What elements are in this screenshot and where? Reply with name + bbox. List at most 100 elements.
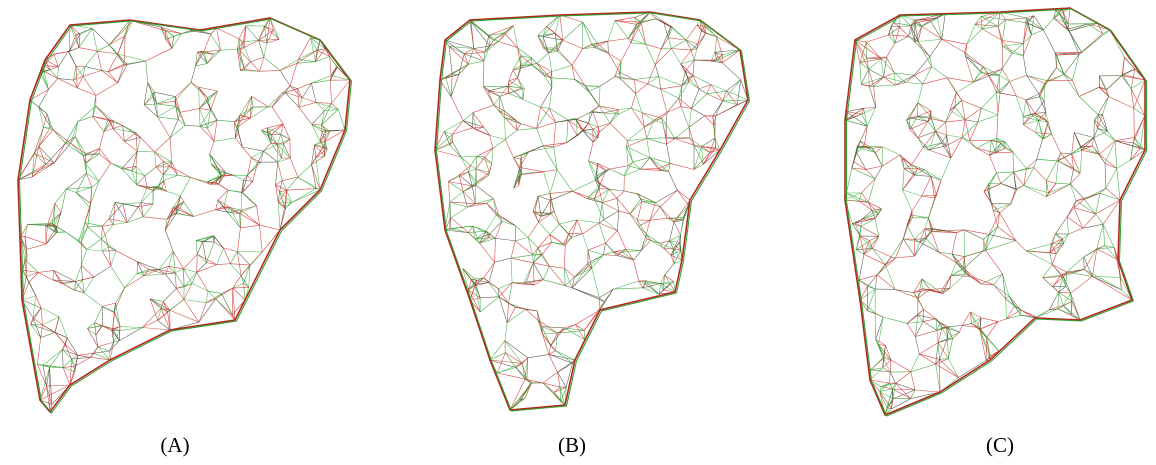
mesh-edge bbox=[855, 40, 881, 59]
mesh-edge bbox=[608, 41, 609, 53]
mesh-edge bbox=[191, 82, 208, 98]
mesh-edge bbox=[931, 119, 935, 132]
mesh-edge bbox=[559, 224, 568, 234]
mesh-edge bbox=[986, 338, 987, 361]
mesh-edge bbox=[571, 220, 577, 238]
mesh-edge bbox=[143, 217, 167, 220]
mesh-edge bbox=[860, 63, 861, 85]
mesh-edge bbox=[63, 350, 78, 356]
mesh-edge bbox=[887, 57, 895, 73]
mesh-edge bbox=[81, 250, 86, 266]
mesh-edge bbox=[661, 86, 682, 89]
wireframe-mesh bbox=[845, 8, 1147, 416]
mesh-edge bbox=[111, 163, 132, 171]
mesh-edge bbox=[511, 258, 533, 263]
mesh-edge bbox=[272, 93, 285, 107]
mesh-edge bbox=[1001, 184, 1017, 190]
mesh-edge bbox=[895, 75, 914, 85]
mesh-edge bbox=[691, 94, 707, 109]
mesh-edge bbox=[549, 88, 552, 109]
mesh-edge bbox=[265, 26, 267, 43]
mesh-edge bbox=[910, 103, 918, 118]
mesh-edge bbox=[39, 127, 51, 146]
mesh-edge bbox=[1117, 168, 1120, 200]
mesh-edge bbox=[583, 223, 600, 234]
mesh-edge bbox=[668, 38, 671, 49]
mesh-edge bbox=[911, 354, 919, 372]
mesh-edge bbox=[628, 127, 645, 141]
mesh-edge bbox=[244, 180, 253, 181]
mesh-edge bbox=[299, 107, 312, 124]
mesh-edge bbox=[476, 156, 477, 169]
mesh-edge bbox=[543, 372, 558, 383]
mesh-edge bbox=[1092, 276, 1120, 277]
mesh-edge bbox=[246, 26, 259, 41]
mesh-edge bbox=[264, 57, 280, 70]
mesh-edge bbox=[505, 353, 516, 368]
mesh-edge bbox=[915, 315, 917, 336]
mesh-edge bbox=[929, 146, 946, 150]
mesh-edge bbox=[283, 124, 290, 139]
mesh-edge bbox=[489, 283, 499, 297]
mesh-edge bbox=[864, 108, 868, 126]
mesh-edge bbox=[199, 303, 206, 323]
mesh-edge bbox=[543, 280, 565, 286]
mesh-edge bbox=[667, 218, 683, 219]
mesh-edge bbox=[1070, 184, 1084, 199]
mesh-edge bbox=[1058, 309, 1072, 315]
mesh-edge bbox=[639, 195, 656, 203]
mesh-edge bbox=[141, 203, 153, 205]
mesh-edge bbox=[1035, 101, 1044, 114]
mesh-edge bbox=[1026, 100, 1031, 114]
mesh-edge bbox=[1063, 276, 1070, 293]
mesh-edge bbox=[102, 225, 114, 240]
mesh-edge bbox=[237, 252, 262, 253]
mesh-edge bbox=[65, 345, 77, 356]
mesh-edge bbox=[882, 155, 900, 166]
mesh-edge bbox=[586, 86, 600, 106]
mesh-edge bbox=[907, 323, 915, 336]
mesh-edge bbox=[264, 151, 278, 162]
mesh-edge bbox=[572, 49, 583, 66]
mesh-edge bbox=[866, 169, 875, 178]
mesh-edge bbox=[608, 21, 615, 42]
mesh-edge bbox=[110, 121, 123, 126]
mesh-edge bbox=[81, 265, 94, 277]
mesh-edge bbox=[127, 207, 138, 223]
mesh-edge bbox=[211, 164, 226, 173]
mesh-edge bbox=[537, 53, 549, 64]
mesh-edge bbox=[1006, 296, 1009, 299]
mesh-edge bbox=[557, 48, 572, 65]
mesh-edge bbox=[964, 230, 984, 240]
mesh-edge bbox=[967, 24, 975, 44]
mesh-edge bbox=[922, 196, 935, 198]
mesh-edge bbox=[95, 323, 103, 326]
mesh-edge bbox=[176, 288, 184, 299]
mesh-edge bbox=[158, 312, 168, 320]
mesh-edge bbox=[1023, 125, 1035, 133]
mesh-edge bbox=[549, 266, 564, 268]
mesh-edge bbox=[489, 262, 495, 282]
mesh-edge bbox=[461, 156, 477, 157]
mesh-edge bbox=[241, 206, 256, 211]
mesh-edge bbox=[81, 227, 88, 242]
mesh-edge bbox=[661, 89, 668, 112]
mesh-edge bbox=[102, 307, 114, 313]
mesh-edge bbox=[490, 135, 493, 148]
mesh-edge bbox=[39, 146, 55, 163]
mesh-edge bbox=[1122, 69, 1135, 76]
mesh-edge bbox=[451, 97, 463, 121]
mesh-edge bbox=[157, 104, 176, 106]
mesh-edge bbox=[1026, 94, 1039, 100]
mesh-edge bbox=[951, 263, 956, 276]
mesh-edge bbox=[325, 109, 339, 110]
mesh-edge bbox=[25, 224, 28, 236]
mesh-edge bbox=[55, 203, 61, 212]
mesh-edge bbox=[468, 61, 484, 64]
mesh-edge bbox=[846, 168, 852, 193]
mesh-edge bbox=[523, 263, 533, 284]
mesh-edge bbox=[78, 355, 91, 357]
mesh-edge bbox=[914, 75, 922, 84]
mesh-edge bbox=[499, 97, 500, 112]
mesh-edge bbox=[1040, 83, 1045, 96]
